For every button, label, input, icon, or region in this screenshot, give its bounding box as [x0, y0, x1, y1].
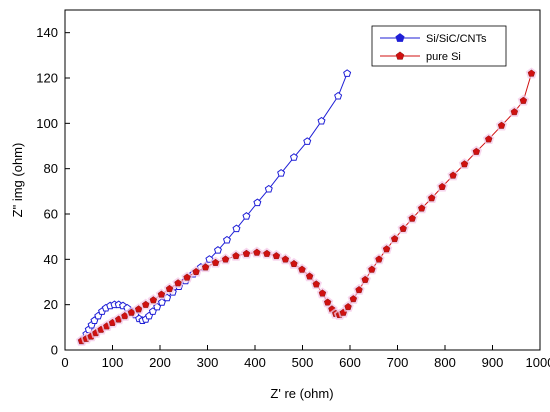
- data-point: [343, 69, 352, 77]
- data-point: [418, 204, 426, 212]
- data-point: [408, 214, 416, 222]
- data-point: [298, 265, 306, 273]
- data-point: [497, 121, 506, 129]
- data-point: [334, 91, 343, 100]
- data-point: [344, 303, 352, 311]
- data-point: [323, 298, 332, 306]
- data-point: [272, 252, 281, 260]
- x-tick-label: 400: [244, 355, 266, 370]
- data-point: [277, 168, 286, 177]
- data-point: [242, 212, 251, 220]
- data-point: [281, 255, 290, 263]
- data-point: [510, 108, 519, 116]
- data-point: [390, 235, 399, 243]
- data-point: [192, 267, 200, 275]
- data-point: [527, 69, 536, 77]
- x-tick-label: 700: [387, 355, 409, 370]
- data-point: [427, 194, 436, 202]
- data-point: [303, 137, 312, 145]
- data-point: [312, 280, 320, 288]
- legend-box: [371, 25, 507, 67]
- data-point: [375, 255, 383, 263]
- data-point: [232, 224, 241, 233]
- data-point: [222, 235, 231, 244]
- y-tick-label: 20: [44, 297, 58, 312]
- data-point: [361, 275, 369, 283]
- data-point: [201, 263, 210, 271]
- series-1: [75, 67, 538, 346]
- data-point: [213, 246, 222, 254]
- data-point: [253, 198, 262, 207]
- x-tick-label: 500: [292, 355, 314, 370]
- y-tick-label: 140: [36, 25, 58, 40]
- x-tick-label: 800: [434, 355, 456, 370]
- data-point: [318, 289, 327, 297]
- data-point: [460, 160, 469, 168]
- data-point: [349, 295, 358, 303]
- data-point: [472, 147, 481, 155]
- data-point: [355, 286, 363, 294]
- data-point: [183, 273, 191, 281]
- series-layer: [75, 67, 538, 346]
- x-tick-label: 100: [102, 355, 124, 370]
- y-tick-label: 40: [44, 252, 58, 267]
- x-tick-label: 300: [197, 355, 219, 370]
- legend-label-si-sic-cnts: Si/SiC/CNTs: [426, 33, 487, 45]
- x-tick-label: 600: [339, 355, 361, 370]
- data-point: [263, 249, 271, 257]
- data-point: [165, 284, 174, 292]
- data-point: [289, 153, 298, 161]
- x-tick-label: 0: [61, 355, 68, 370]
- data-point: [149, 296, 158, 304]
- legend-marker-pure-si: [395, 51, 405, 60]
- data-point: [157, 290, 166, 298]
- data-point: [264, 184, 273, 193]
- data-point: [253, 248, 261, 256]
- data-point: [399, 224, 407, 232]
- data-point: [519, 96, 528, 104]
- legend: Si/SiC/CNTs pure Si: [371, 25, 507, 67]
- data-point: [484, 135, 493, 143]
- data-point: [449, 171, 457, 179]
- x-tick-label: 900: [482, 355, 504, 370]
- data-point: [290, 259, 298, 268]
- data-point: [211, 258, 220, 266]
- y-axis-title: Z" img (ohm): [10, 143, 25, 218]
- y-tick-label: 60: [44, 207, 58, 222]
- data-point: [382, 245, 391, 253]
- data-point: [438, 182, 446, 190]
- legend-marker-si-sic-cnts: [395, 33, 405, 42]
- y-tick-label: 80: [44, 161, 58, 176]
- series-line: [81, 73, 348, 342]
- data-point: [221, 255, 230, 263]
- series-0: [77, 69, 352, 345]
- y-tick-label: 120: [36, 71, 58, 86]
- data-point: [317, 116, 326, 125]
- data-point: [368, 265, 376, 273]
- y-tick-label: 100: [36, 116, 58, 131]
- x-axis-title: Z' re (ohm): [270, 386, 333, 401]
- data-point: [142, 300, 150, 308]
- data-point: [305, 272, 314, 280]
- data-point: [174, 279, 182, 287]
- data-point: [134, 305, 143, 313]
- data-point: [242, 249, 251, 257]
- y-tick-label: 0: [51, 343, 58, 358]
- x-tick-label: 200: [149, 355, 171, 370]
- data-point: [232, 252, 240, 260]
- legend-label-pure-si: pure Si: [426, 51, 461, 63]
